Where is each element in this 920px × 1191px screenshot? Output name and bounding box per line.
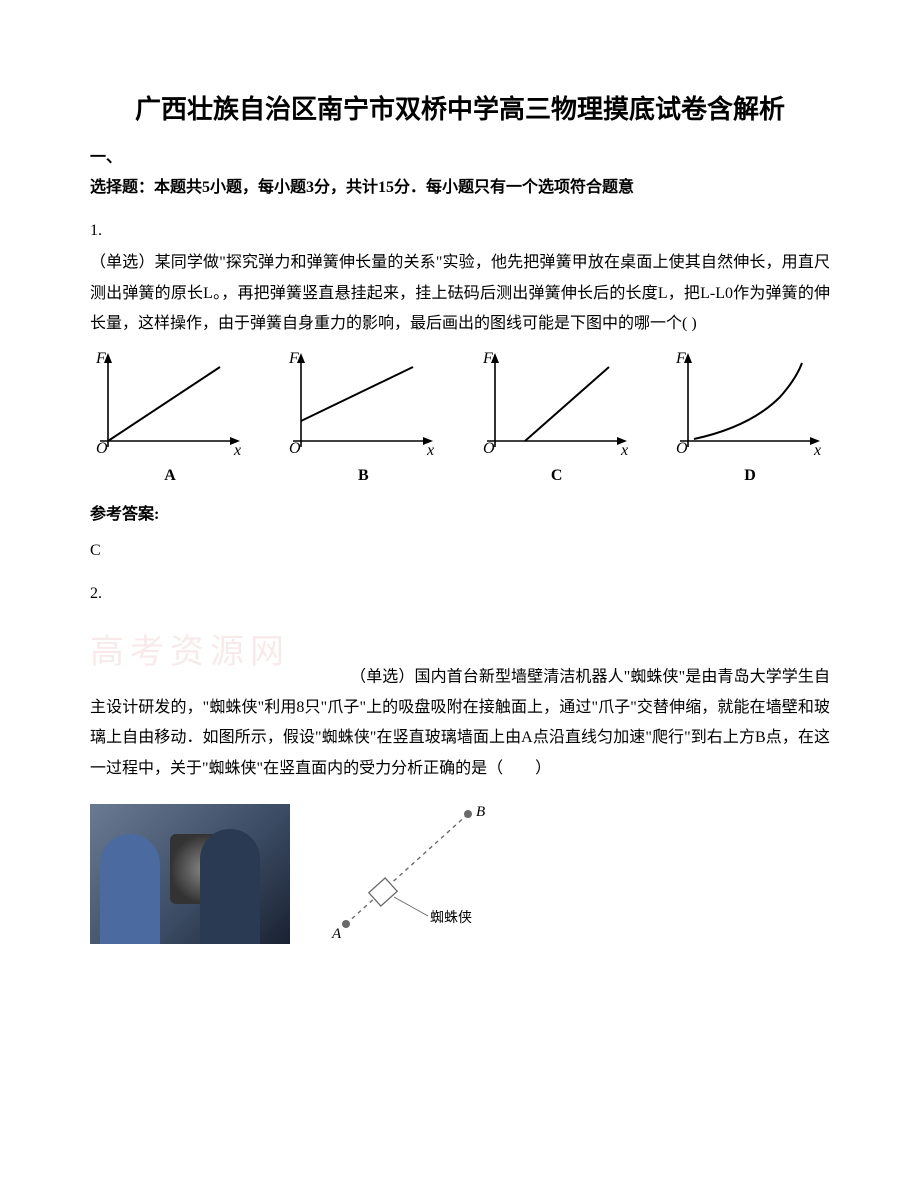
section-number: 一、 xyxy=(90,143,830,173)
svg-text:x: x xyxy=(426,442,434,459)
robot-icon xyxy=(170,834,240,904)
q1-number: 1. xyxy=(90,216,830,246)
q1-answer: C xyxy=(90,536,830,566)
graph-C-label: C xyxy=(551,461,563,491)
origin-label: O xyxy=(96,440,108,457)
point-A-label: A xyxy=(331,926,342,942)
svg-text:O: O xyxy=(483,440,495,457)
graph-A-label: A xyxy=(164,461,176,491)
graph-B-label: B xyxy=(358,461,369,491)
graph-C-svg: F O x xyxy=(477,349,637,459)
q1-graphs-row: F O x A F O x B xyxy=(90,349,830,491)
graph-A-svg: F O x xyxy=(90,349,250,459)
svg-text:O: O xyxy=(289,440,301,457)
svg-text:x: x xyxy=(620,442,628,459)
q1-graph-A: F O x A xyxy=(90,349,250,491)
graph-D-svg: F O x xyxy=(670,349,830,459)
svg-text:O: O xyxy=(676,440,688,457)
svg-text:F: F xyxy=(675,350,686,367)
graph-D-label: D xyxy=(744,461,756,491)
q1-graph-C: F O x C xyxy=(477,349,637,491)
q2-images-row: A B 蜘蛛侠 xyxy=(90,794,830,944)
axis-x-label: x xyxy=(233,442,241,459)
q2-photo xyxy=(90,804,290,944)
q2-text-block: 高考资源网（单选）国内首台新型墙壁清洁机器人"蜘蛛侠"是由青岛大学学生自主设计研… xyxy=(90,613,830,784)
page-title: 广西壮族自治区南宁市双桥中学高三物理摸底试卷含解析 xyxy=(90,90,830,129)
watermark-text: 高考资源网 xyxy=(90,613,350,693)
exam-page: 广西壮族自治区南宁市双桥中学高三物理摸底试卷含解析 一、 选择题：本题共5小题，… xyxy=(0,0,920,984)
svg-text:x: x xyxy=(813,442,821,459)
svg-text:F: F xyxy=(288,350,299,367)
q1-text: （单选）某同学做"探究弹力和弹簧伸长量的关系"实验，他先把弹簧甲放在桌面上使其自… xyxy=(90,248,830,339)
svg-text:F: F xyxy=(482,350,493,367)
axis-F-label: F xyxy=(95,350,106,367)
q2-diagram: A B 蜘蛛侠 xyxy=(308,794,508,944)
q1-graph-B: F O x B xyxy=(283,349,443,491)
q1-graph-D: F O x D xyxy=(670,349,830,491)
q2-number: 2. xyxy=(90,579,830,609)
section-instructions: 选择题：本题共5小题，每小题3分，共计15分．每小题只有一个选项符合题意 xyxy=(90,173,830,203)
q1-answer-label: 参考答案: xyxy=(90,500,830,530)
spider-label: 蜘蛛侠 xyxy=(430,910,472,926)
graph-B-svg: F O x xyxy=(283,349,443,459)
point-B-label: B xyxy=(476,804,485,820)
